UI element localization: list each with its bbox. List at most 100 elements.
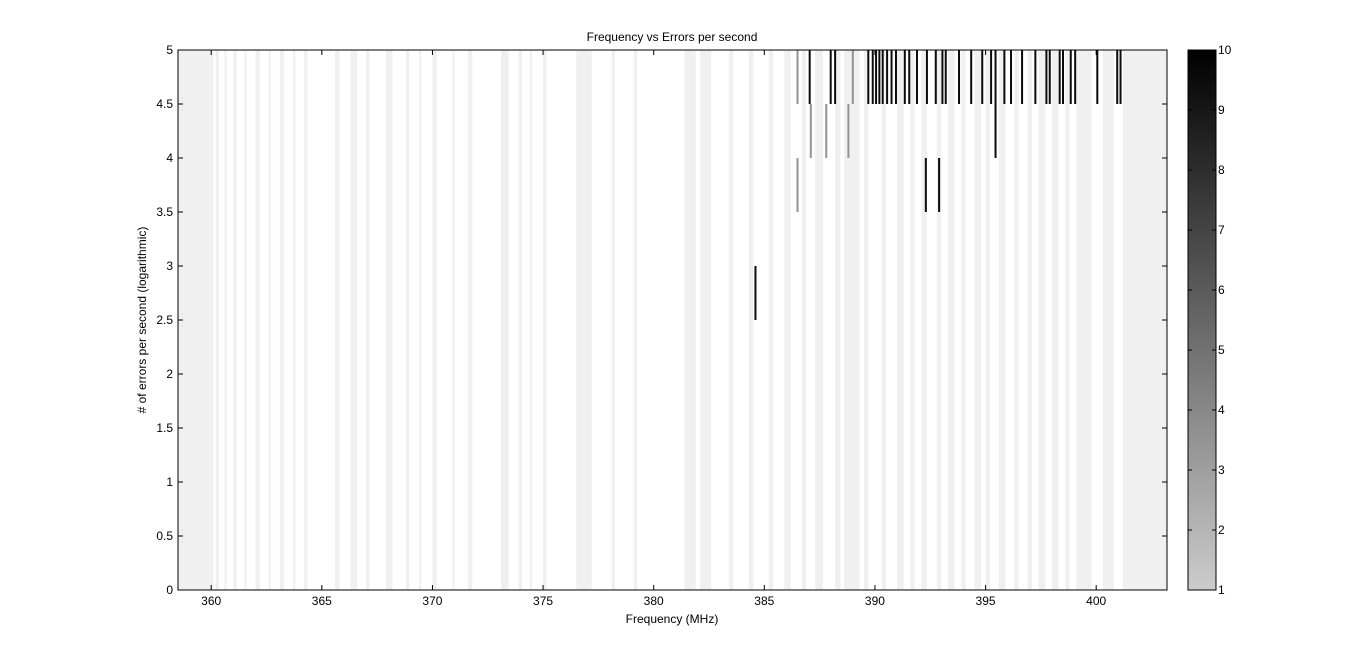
light-cell [293, 50, 296, 590]
x-tick-label: 370 [422, 594, 442, 608]
heatmap-cell [1045, 50, 1048, 104]
y-tick-label: 0.5 [156, 529, 173, 543]
x-tick-label: 360 [201, 594, 221, 608]
data-region [213, 50, 1123, 590]
heatmap-cell [1074, 50, 1077, 104]
light-cell [748, 50, 754, 590]
heatmap-cell [809, 104, 812, 158]
colorbar-tick-label: 8 [1218, 163, 1225, 177]
x-tick-label: 375 [533, 594, 553, 608]
light-cell [835, 50, 841, 590]
x-tick-label: 380 [644, 594, 664, 608]
heatmap-cell [1116, 50, 1119, 104]
light-cell [728, 50, 734, 590]
light-cell [335, 50, 340, 590]
heatmap-cell [1058, 50, 1061, 104]
light-cell [921, 50, 927, 590]
heatmap-cell [1048, 50, 1051, 104]
light-cells-layer [178, 50, 1167, 590]
heatmap-cell [925, 50, 928, 104]
light-cell [1027, 50, 1033, 590]
x-tick-label: 390 [865, 594, 885, 608]
light-cell [700, 50, 712, 590]
heatmap-cell [908, 50, 911, 104]
light-cell [1038, 50, 1046, 590]
light-cell [768, 50, 774, 590]
heatmap-cell [941, 50, 944, 104]
light-cell [432, 50, 437, 590]
y-tick-label: 5 [166, 43, 173, 57]
light-cell [985, 50, 990, 590]
heatmap-cell [938, 158, 941, 212]
heatmap-cell [1034, 50, 1037, 104]
colorbar-tick-label: 7 [1218, 223, 1225, 237]
heatmap-cell [1021, 50, 1024, 104]
y-tick-label: 4 [166, 151, 173, 165]
heatmap-cell [1069, 50, 1072, 104]
colorbar-tick-label: 1 [1218, 583, 1225, 597]
light-cell [961, 50, 966, 590]
heatmap-cell [934, 50, 937, 104]
y-tick-label: 4.5 [156, 97, 173, 111]
colorbar-tick-label: 9 [1218, 103, 1225, 117]
heatmap-cell [881, 50, 884, 104]
y-tick-label: 0 [166, 583, 173, 597]
y-tick-label: 1.5 [156, 421, 173, 435]
light-cell [815, 50, 823, 590]
light-cell [529, 50, 533, 590]
heatmap-cell [981, 50, 984, 104]
heatmap-cell [1003, 50, 1006, 104]
light-cell [784, 50, 791, 590]
light-cell [801, 50, 807, 590]
light-cell [452, 50, 455, 590]
light-cell [233, 50, 237, 590]
x-tick-label: 385 [754, 594, 774, 608]
heatmap-cell [834, 50, 837, 104]
light-cell [366, 50, 370, 590]
colorbar-ticks: 1 2 3 4 5 6 7 8 9 10 [1188, 43, 1232, 597]
heatmap-cell [994, 104, 997, 158]
heatmap-cell [1096, 50, 1099, 104]
y-axis-ticks: 0 0.5 1 1.5 2 2.5 3 3.5 4 4.5 5 [156, 43, 1167, 597]
colorbar-tick-label: 6 [1218, 283, 1225, 297]
heatmap-cell [875, 50, 878, 104]
heatmap-cell [825, 104, 828, 158]
light-cell [684, 50, 696, 590]
light-cell [279, 50, 285, 590]
x-axis-ticks: 360 365 370 375 380 385 390 395 400 [201, 50, 1107, 608]
heatmap-cell [808, 50, 811, 104]
heatmap-cell [886, 50, 889, 104]
light-cell [633, 50, 638, 590]
light-cell [1051, 50, 1059, 590]
x-tick-label: 400 [1086, 594, 1106, 608]
light-cell [467, 50, 473, 590]
colorbar-tick-label: 5 [1218, 343, 1225, 357]
heatmap-cell [829, 50, 832, 104]
light-cell [936, 50, 942, 590]
light-cell [268, 50, 271, 590]
x-tick-label: 395 [976, 594, 996, 608]
y-tick-label: 1 [166, 475, 173, 489]
light-cell [215, 50, 219, 590]
light-cell [843, 50, 860, 590]
light-cell [543, 50, 547, 590]
y-tick-label: 2.5 [156, 313, 173, 327]
light-cell [255, 50, 260, 590]
heatmap-cell [878, 50, 881, 104]
light-cell [947, 50, 955, 590]
light-cell [224, 50, 227, 590]
heatmap-cell [1062, 50, 1065, 104]
heatmap-cell [944, 50, 947, 104]
colorbar-tick-label: 4 [1218, 403, 1225, 417]
heatmap-cell [903, 50, 906, 104]
light-cell [1076, 50, 1092, 590]
x-axis-label: Frequency (MHz) [626, 612, 719, 626]
chart-title: Frequency vs Errors per second [587, 30, 758, 44]
heatmap-cell [871, 50, 874, 104]
light-cell [576, 50, 592, 590]
x-tick-label: 365 [312, 594, 332, 608]
light-cell [910, 50, 915, 590]
light-cell [244, 50, 247, 590]
light-cell [385, 50, 393, 590]
